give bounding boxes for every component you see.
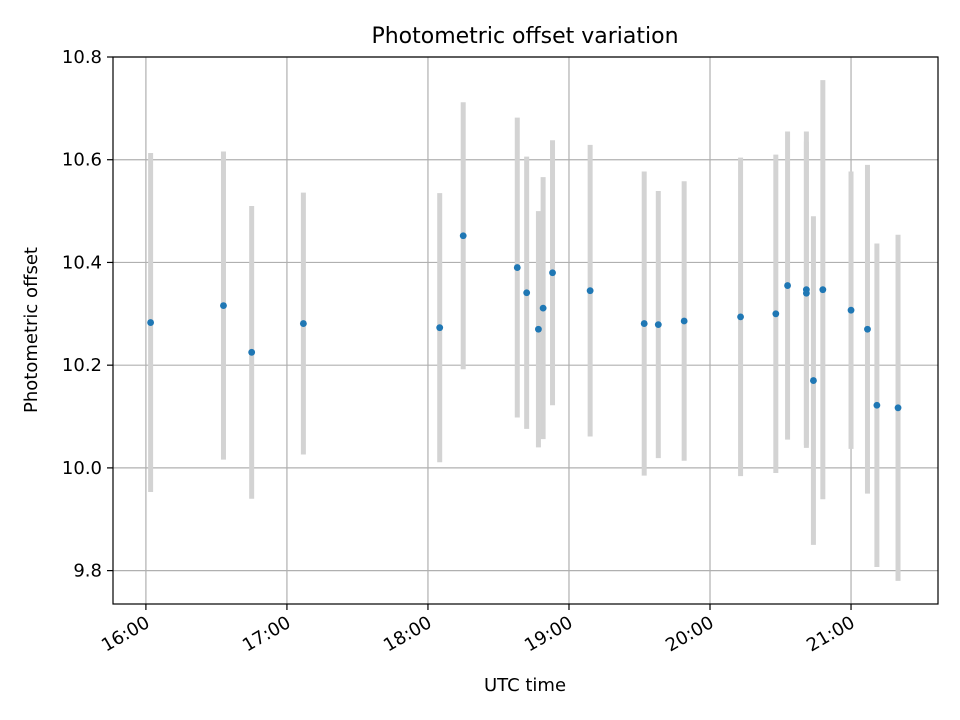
data-point	[864, 325, 871, 333]
data-point	[535, 325, 542, 333]
data-points	[147, 232, 902, 412]
data-point	[654, 321, 662, 328]
x-tick-label: 18:00	[380, 612, 435, 656]
data-point	[737, 313, 744, 321]
y-tick-label: 10.0	[62, 458, 102, 479]
data-point	[873, 401, 881, 409]
data-point	[802, 289, 810, 297]
y-axis-ticks: 9.8 10.0 10.2 10.4 10.6 10.8	[62, 47, 113, 582]
data-point	[513, 264, 521, 271]
x-tick-label: 19:00	[521, 612, 576, 656]
data-point	[147, 319, 155, 326]
data-point	[847, 306, 855, 314]
data-point	[819, 286, 827, 294]
x-tick-label: 21:00	[803, 612, 858, 656]
data-point	[539, 304, 547, 312]
y-tick-label: 10.6	[62, 150, 102, 171]
x-tick-label: 20:00	[662, 612, 717, 656]
data-point	[772, 310, 780, 318]
y-tick-label: 10.8	[62, 47, 102, 68]
plot-frame	[112, 56, 939, 605]
y-axis-label: Photometric offset	[21, 247, 42, 413]
x-axis-ticks: 16:00 17:00 18:00 19:00 20:00 21:00	[98, 604, 859, 656]
data-point	[784, 282, 791, 289]
y-tick-label: 10.4	[62, 252, 102, 273]
chart-title: Photometric offset variation	[371, 24, 678, 49]
data-point	[220, 302, 227, 309]
data-point	[549, 269, 556, 277]
x-tick-label: 16:00	[98, 612, 153, 656]
data-point	[810, 377, 817, 384]
x-axis-label: UTC time	[484, 675, 566, 696]
data-point	[680, 317, 688, 325]
y-tick-label: 10.2	[62, 355, 102, 376]
data-point	[459, 232, 467, 240]
data-point	[586, 287, 594, 295]
data-point	[299, 320, 307, 327]
data-point	[640, 320, 648, 327]
data-point	[894, 404, 902, 412]
data-point	[436, 324, 444, 332]
error-bars	[148, 80, 901, 581]
data-point	[248, 348, 256, 356]
y-tick-label: 9.8	[73, 561, 102, 582]
data-point	[523, 289, 531, 297]
x-tick-label: 17:00	[239, 612, 294, 656]
